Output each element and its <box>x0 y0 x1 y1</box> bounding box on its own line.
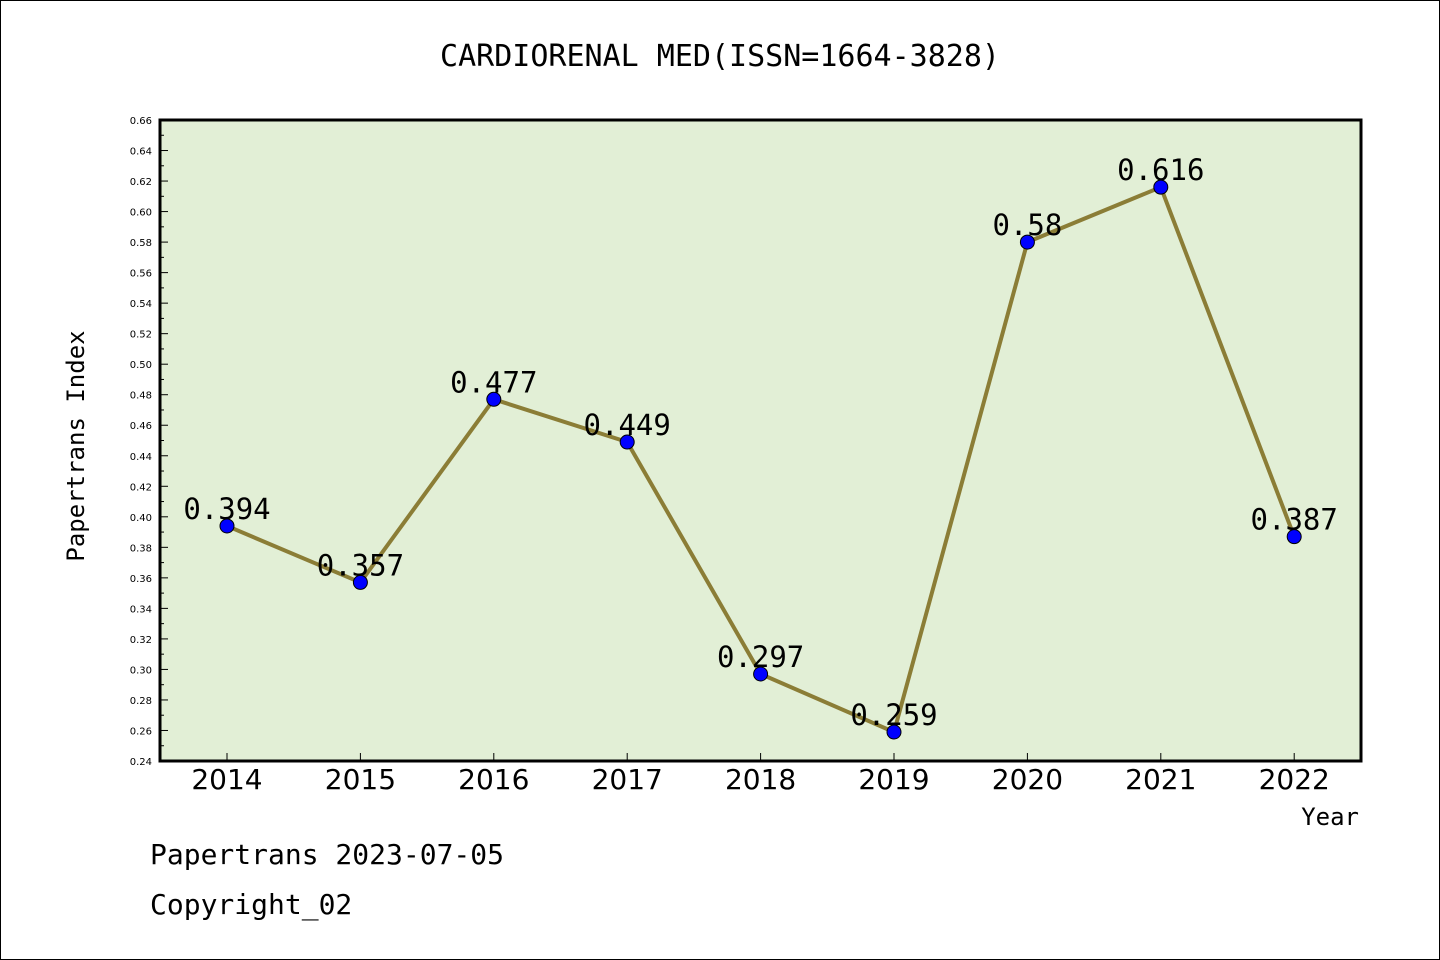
data-point <box>753 666 769 682</box>
series-layer <box>219 179 1302 740</box>
data-label: 0.387 <box>1251 503 1338 537</box>
x-tick-label: 2014 <box>191 763 262 796</box>
y-tick-label: 0.44 <box>130 452 152 463</box>
chart-title: CARDIORENAL MED(ISSN=1664-3828) <box>440 39 1000 74</box>
data-label: 0.297 <box>717 640 804 674</box>
data-point <box>1153 179 1169 195</box>
y-tick-label: 0.52 <box>130 330 152 341</box>
data-label: 0.58 <box>992 208 1062 242</box>
data-point <box>486 391 502 407</box>
data-label-layer: 0.394 0.357 0.477 0.449 0.297 0.259 0.58 0.616 0… <box>183 153 1338 732</box>
data-point <box>619 434 635 450</box>
x-tick-label: 2019 <box>858 763 929 796</box>
y-tick-label: 0.48 <box>130 391 152 402</box>
data-point <box>886 724 902 740</box>
y-tick-label: 0.36 <box>130 574 152 585</box>
y-tick-label: 0.64 <box>130 147 152 158</box>
data-point <box>1286 529 1302 545</box>
y-tick-label: 0.54 <box>130 299 152 310</box>
plot-area <box>158 118 1363 763</box>
y-tick-label: 0.34 <box>130 604 152 615</box>
x-tick-label: 2018 <box>725 763 796 796</box>
footer-copyright-text: Copyright_02 <box>150 888 352 922</box>
x-tick-label: 2016 <box>458 763 529 796</box>
y-tick-label: 0.32 <box>130 635 152 646</box>
data-label: 0.449 <box>584 408 671 442</box>
y-tick-label: 0.56 <box>130 269 152 280</box>
data-point <box>219 518 235 534</box>
data-label: 0.394 <box>183 492 270 526</box>
y-tick-label: 0.42 <box>130 482 152 493</box>
data-label: 0.477 <box>450 365 537 399</box>
x-tick-label: 2017 <box>592 763 663 796</box>
x-tick-label: 2015 <box>325 763 396 796</box>
x-axis-label: Year <box>1301 803 1359 831</box>
y-tick-label: 0.58 <box>130 238 152 249</box>
y-tick-label: 0.60 <box>130 208 152 219</box>
data-label: 0.357 <box>317 548 404 582</box>
data-point <box>352 574 368 590</box>
y-tick-label: 0.38 <box>130 543 152 554</box>
x-tick-label: 2020 <box>992 763 1063 796</box>
y-axis-label: Papertrans Index <box>62 330 90 561</box>
y-tick-label: 0.62 <box>130 177 152 188</box>
y-tick-label: 0.46 <box>130 421 152 432</box>
y-tick-label: 0.66 <box>130 116 152 127</box>
x-tick-label: 2021 <box>1125 763 1196 796</box>
x-axis: 2014 2015 2016 2017 2018 2019 2020 2021 2022 <box>191 753 1330 796</box>
y-tick-label: 0.26 <box>130 726 152 737</box>
data-label: 0.259 <box>850 698 937 732</box>
y-tick-label: 0.40 <box>130 513 152 524</box>
y-tick-label: 0.24 <box>130 757 152 768</box>
data-label: 0.616 <box>1117 153 1204 187</box>
x-tick-label: 2022 <box>1259 763 1330 796</box>
y-axis: 0.24 0.26 0.28 0.30 0.32 0.34 0.36 0.38 0.40 0.42… <box>130 116 168 768</box>
footer-date-text: Papertrans 2023-07-05 <box>150 838 504 871</box>
y-tick-label: 0.50 <box>130 360 152 371</box>
y-tick-label: 0.30 <box>130 665 152 676</box>
data-point <box>1019 234 1035 250</box>
y-tick-label: 0.28 <box>130 696 152 707</box>
